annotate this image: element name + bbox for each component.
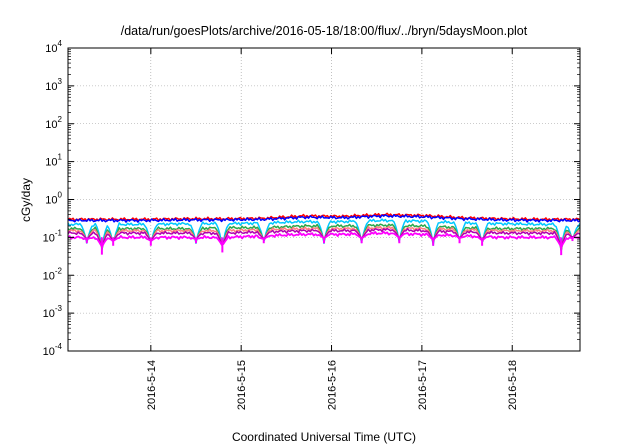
series-line bbox=[67, 212, 581, 222]
y-tick-exponent: -3 bbox=[55, 304, 63, 313]
y-tick-label: 104 bbox=[45, 39, 62, 55]
y-tick-exponent: 3 bbox=[58, 77, 63, 86]
series-group bbox=[67, 212, 581, 256]
y-tick-exponent: 4 bbox=[58, 39, 63, 48]
y-tick-label: 101 bbox=[45, 153, 62, 169]
y-tick-base: 10 bbox=[43, 346, 55, 358]
y-tick-base: 10 bbox=[43, 308, 55, 320]
y-tick-base: 10 bbox=[43, 270, 55, 282]
x-ticks: 2016-5-14 2016-5-15 2016-5-16 2016-5-17 2016… bbox=[146, 48, 519, 410]
y-tick-exponent: -2 bbox=[55, 266, 63, 275]
x-tick-label: 2016-5-14 bbox=[146, 360, 158, 410]
x-tick-label: 2016-5-17 bbox=[417, 360, 429, 410]
y-tick-base: 10 bbox=[45, 81, 57, 93]
x-axis-label: Coordinated Universal Time (UTC) bbox=[232, 430, 416, 444]
y-tick-label: 10-2 bbox=[43, 266, 63, 282]
y-tick-exponent: -4 bbox=[55, 342, 63, 351]
y-tick-label: 102 bbox=[45, 115, 62, 131]
chart-title: /data/run/goesPlots/archive/2016-05-18/1… bbox=[121, 24, 528, 38]
x-tick-label: 2016-5-18 bbox=[507, 360, 519, 410]
x-tick-label: 2016-5-15 bbox=[236, 360, 248, 410]
y-tick-label: 103 bbox=[45, 77, 62, 93]
y-tick-label: 10-1 bbox=[43, 228, 63, 244]
y-tick-base: 10 bbox=[45, 157, 57, 169]
y-tick-exponent: -1 bbox=[55, 228, 63, 237]
y-tick-base: 10 bbox=[45, 119, 57, 131]
y-tick-exponent: 1 bbox=[58, 153, 63, 162]
y-tick-exponent: 0 bbox=[58, 191, 63, 200]
y-axis-label: cGy/day bbox=[19, 178, 33, 222]
x-tick-label: 2016-5-16 bbox=[327, 360, 339, 410]
series-line bbox=[67, 214, 581, 223]
y-tick-base: 10 bbox=[45, 195, 57, 207]
y-tick-label: 100 bbox=[45, 191, 62, 207]
y-tick-label: 10-4 bbox=[43, 342, 63, 358]
y-tick-exponent: 2 bbox=[58, 115, 63, 124]
y-tick-base: 10 bbox=[43, 232, 55, 244]
y-tick-label: 10-3 bbox=[43, 304, 63, 320]
y-tick-base: 10 bbox=[45, 43, 57, 55]
